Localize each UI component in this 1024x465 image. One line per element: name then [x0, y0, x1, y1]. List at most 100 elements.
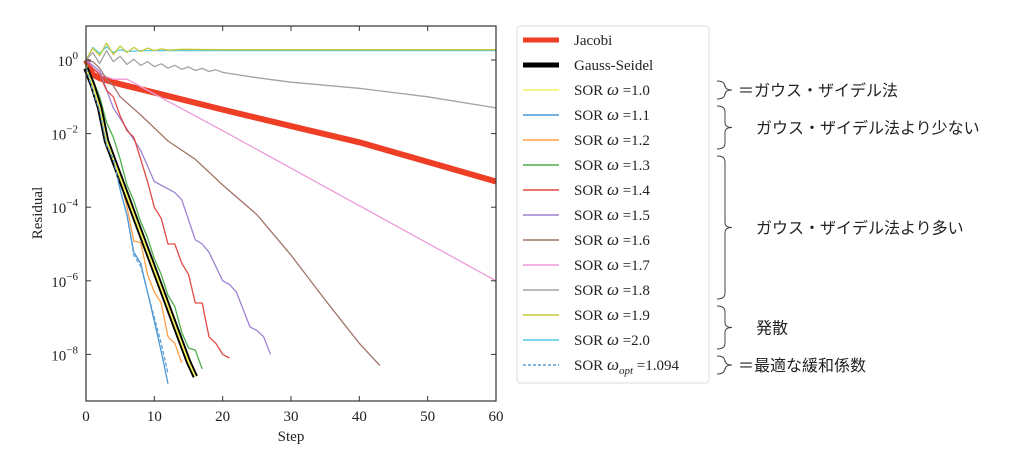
y-tick-base: 10	[51, 275, 66, 291]
series-line-3	[85, 68, 169, 384]
legend-omega: ω	[607, 80, 619, 99]
series-line-11	[85, 42, 496, 61]
x-tick-label: 40	[352, 409, 367, 425]
legend-label: SOR ω =1.0	[574, 80, 650, 99]
legend-omega: ω	[607, 255, 619, 274]
annotation-text: ＝ガウス・ザイデル法	[738, 81, 898, 100]
x-tick-label: 20	[215, 409, 230, 425]
legend-label-value: =1.3	[619, 158, 650, 174]
series-line-8	[85, 59, 381, 366]
legend-label: SOR ω =2.0	[574, 330, 650, 349]
legend-label-value: =2.0	[619, 333, 650, 349]
legend-label-value: =1.4	[619, 183, 650, 199]
annotation-text: ＝最適な緩和係数	[738, 356, 866, 375]
x-axis-label: Step	[278, 429, 305, 445]
legend-label: SOR ω =1.5	[574, 205, 650, 224]
legend-label: SOR ω =1.8	[574, 280, 650, 299]
y-tick-label: 100	[58, 50, 79, 70]
y-tick-base: 10	[58, 54, 73, 70]
annotation-text: ガウス・ザイデル法より多い	[756, 219, 964, 238]
legend-label: Gauss-Seidel	[574, 58, 653, 74]
legend-omega: ω	[607, 105, 619, 124]
legend-label: SOR ω =1.2	[574, 130, 650, 149]
y-tick-exponent: −6	[66, 271, 78, 283]
legend-label: SOR ωopt =1.094	[574, 355, 679, 377]
x-tick-label: 0	[82, 409, 90, 425]
series-line-2	[85, 67, 197, 377]
y-tick-base: 10	[51, 201, 66, 217]
series-line-6	[85, 61, 230, 359]
legend-label: SOR ω =1.1	[574, 105, 650, 124]
brace-icon	[716, 305, 733, 350]
legend-label: SOR ω =1.4	[574, 180, 650, 199]
legend-label: SOR ω =1.7	[574, 255, 650, 274]
legend-label-prefix: SOR	[574, 258, 607, 274]
legend-subscript: opt	[619, 365, 634, 377]
legend-label-prefix: SOR	[574, 358, 607, 374]
y-axis-label: Residual	[30, 187, 46, 240]
legend-omega: ω	[607, 205, 619, 224]
legend-label-prefix: SOR	[574, 108, 607, 124]
legend-label-prefix: SOR	[574, 308, 607, 324]
legend-label-value: =1.0	[619, 83, 650, 99]
legend-label-prefix: SOR	[574, 83, 607, 99]
y-tick-exponent: 0	[73, 50, 79, 62]
legend-label-value: =1.094	[633, 358, 679, 374]
x-tick-label: 30	[284, 409, 299, 425]
y-tick-exponent: −8	[66, 344, 78, 356]
legend-label-prefix: SOR	[574, 283, 607, 299]
series-line-0	[83, 58, 497, 185]
legend-label-value: =1.7	[619, 258, 650, 274]
legend-label-value: =1.8	[619, 283, 650, 299]
brace-icon	[716, 355, 733, 375]
x-tick-label: 50	[420, 409, 435, 425]
legend-label: Jacobi	[574, 33, 612, 49]
legend-label: SOR ω =1.6	[574, 230, 650, 249]
legend-omega: ω	[607, 180, 619, 199]
legend-label-prefix: SOR	[574, 183, 607, 199]
brace-icon	[716, 105, 733, 150]
y-tick-label: 10−4	[51, 197, 78, 217]
y-tick-base: 10	[51, 128, 66, 144]
legend-label: SOR ω =1.9	[574, 305, 650, 324]
legend-omega: ω	[607, 155, 619, 174]
y-tick-exponent: −2	[66, 124, 78, 136]
x-tick-label: 10	[147, 409, 162, 425]
legend-omega: ω	[607, 130, 619, 149]
series-line-12	[85, 46, 496, 61]
legend-omega: ω	[607, 280, 619, 299]
y-tick-label: 10−6	[51, 271, 78, 291]
series-layer	[83, 42, 497, 384]
legend-label-value: =1.1	[619, 108, 650, 124]
annotation-text: 発散	[756, 319, 788, 338]
brace-icon	[716, 80, 733, 100]
legend-label-text: Jacobi	[574, 33, 612, 49]
legend-label-prefix: SOR	[574, 158, 607, 174]
legend-label-prefix: SOR	[574, 208, 607, 224]
series-line-5	[85, 63, 203, 370]
legend-label-prefix: SOR	[574, 233, 607, 249]
legend-label-prefix: SOR	[574, 133, 607, 149]
legend-label-value: =1.9	[619, 308, 650, 324]
series-line-7	[85, 59, 272, 355]
y-tick-label: 10−2	[51, 124, 78, 144]
y-tick-label: 10−8	[51, 344, 78, 364]
legend-omega: ω	[607, 330, 619, 349]
brace-icon	[716, 155, 733, 300]
legend-omega: ω	[607, 230, 619, 249]
series-line-13	[85, 68, 169, 374]
legend-box	[516, 25, 710, 384]
series-line-10	[85, 49, 497, 109]
legend-label-value: =1.6	[619, 233, 650, 249]
legend-label-value: =1.2	[619, 133, 650, 149]
legend-label-text: Gauss-Seidel	[574, 58, 653, 74]
legend-omega: ω	[607, 355, 619, 374]
annotation-text: ガウス・ザイデル法より少ない	[756, 119, 980, 138]
y-tick-exponent: −4	[66, 197, 78, 209]
legend-label: SOR ω =1.3	[574, 155, 650, 174]
legend-label-value: =1.5	[619, 208, 650, 224]
